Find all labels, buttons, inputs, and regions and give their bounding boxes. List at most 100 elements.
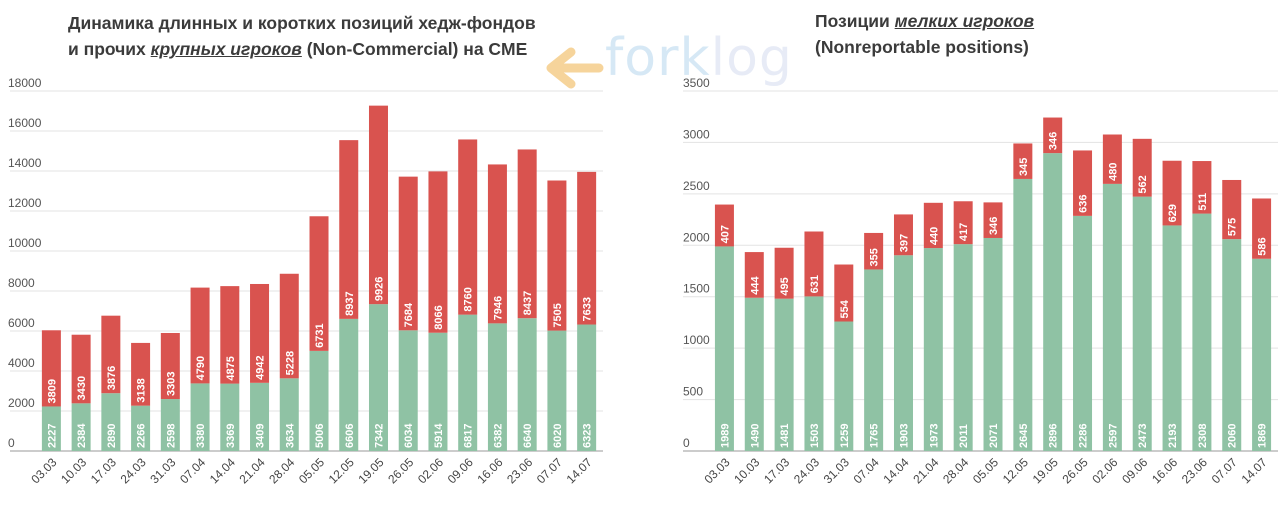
bar-long [864,269,884,451]
bar-short [487,164,507,324]
data-label-short: 8437 [522,291,534,315]
bar-long [220,383,240,451]
data-label-long: 2896 [1048,424,1060,448]
data-label-short: 6731 [314,323,326,347]
data-label-short: 511 [1197,193,1209,211]
data-label-long: 2473 [1137,424,1149,448]
bar-short [428,171,448,333]
x-tick-label: 26.05 [1060,455,1091,486]
x-tick-label: 21.04 [910,455,941,486]
data-label-short: 444 [749,276,761,295]
bar-long [983,237,1003,451]
x-tick-label: 31.03 [147,455,178,486]
data-label-long: 6323 [582,424,594,448]
data-label-short: 575 [1227,218,1239,236]
bar-short [864,232,884,270]
y-tick-label: 8000 [8,276,35,290]
bar-short [547,180,567,331]
bar-long [398,330,418,451]
data-label-long: 6606 [344,424,356,448]
bar-long [458,314,478,451]
x-tick-label: 05.05 [296,455,327,486]
data-label-short: 554 [839,299,851,318]
bar-long [1013,178,1033,451]
title-right-line2: (Nonreportable positions) [815,37,1029,57]
title-left-emphasis: крупных игроков [150,39,302,59]
bar-short [714,204,734,247]
bar-long [131,405,151,451]
data-label-short: 440 [928,227,940,245]
data-label-short: 7633 [582,297,594,321]
data-label-short: 407 [719,225,731,243]
x-tick-label: 17.03 [88,455,119,486]
data-label-long: 5006 [314,424,326,448]
data-label-short: 495 [779,277,791,295]
bar-long [41,406,61,451]
bar-short [458,139,478,315]
data-label-long: 2193 [1167,424,1179,448]
bar-short [834,264,854,322]
data-label-long: 3369 [225,424,237,448]
data-label-short: 3303 [165,372,177,396]
data-label-short: 3876 [106,366,118,390]
bar-long [428,332,448,451]
x-tick-label: 02.06 [415,455,446,486]
data-label-short: 3430 [76,376,88,400]
data-label-long: 3634 [284,423,296,448]
bar-short [339,140,359,319]
x-tick-label: 09.06 [445,455,476,486]
title-left-line2: и прочих крупных игроков (Non-Commercial… [68,36,536,62]
bar-short [41,330,61,407]
x-tick-label: 24.03 [118,455,149,486]
data-label-long: 7342 [373,424,385,448]
data-label-short: 8760 [463,287,475,311]
data-label-long: 2060 [1227,424,1239,448]
data-label-long: 5914 [433,423,445,448]
data-label-short: 346 [988,217,1000,235]
bar-short [804,231,824,297]
bar-long [953,244,973,451]
title-right-part1: Позиции [815,11,895,31]
data-label-short: 4942 [255,355,267,379]
title-left-line1: Динамика длинных и коротких позиций хедж… [68,13,536,33]
data-label-long: 1973 [928,424,940,448]
data-label-long: 2645 [1018,424,1030,448]
x-tick-label: 23.06 [504,455,535,486]
x-tick-label: 07.04 [177,455,208,486]
title-right-line1: Позиции мелких игроков [815,8,1034,34]
bar-short [923,202,943,249]
data-label-short: 3809 [46,379,58,403]
y-tick-label: 2000 [8,396,35,410]
x-tick-label: 12.05 [1000,455,1031,486]
y-tick-label: 10000 [8,236,42,250]
bar-short [774,247,794,299]
bar-long [893,255,913,451]
data-label-short: 586 [1257,237,1269,255]
x-tick-label: 02.06 [1089,455,1120,486]
data-label-short: 345 [1018,158,1030,176]
bar-long [834,321,854,451]
y-tick-label: 18000 [8,76,42,90]
bar-long [577,324,597,451]
data-label-long: 1989 [719,424,731,448]
x-tick-label: 14.07 [564,455,595,486]
bar-short [309,216,329,351]
bar-long [368,304,388,451]
y-tick-label: 1000 [683,333,710,347]
title-left-part1: и прочих [68,39,151,59]
x-tick-label: 03.03 [701,455,732,486]
bar-long [517,318,537,451]
data-label-long: 1903 [898,424,910,448]
bar-long [487,323,507,451]
bar-short [953,201,973,245]
data-label-long: 6020 [552,424,564,448]
data-label-long: 1481 [779,424,791,448]
bar-long [1073,215,1093,451]
bar-long [1102,183,1122,451]
bar-short [517,149,537,319]
bar-short [1043,117,1063,154]
data-label-short: 480 [1107,163,1119,181]
bar-short [1162,160,1182,226]
data-label-short: 636 [1078,195,1090,213]
